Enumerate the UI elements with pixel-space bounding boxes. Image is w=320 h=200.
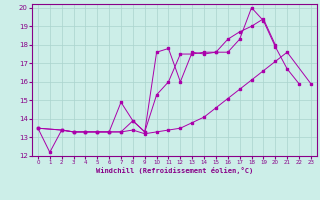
X-axis label: Windchill (Refroidissement éolien,°C): Windchill (Refroidissement éolien,°C) [96,167,253,174]
